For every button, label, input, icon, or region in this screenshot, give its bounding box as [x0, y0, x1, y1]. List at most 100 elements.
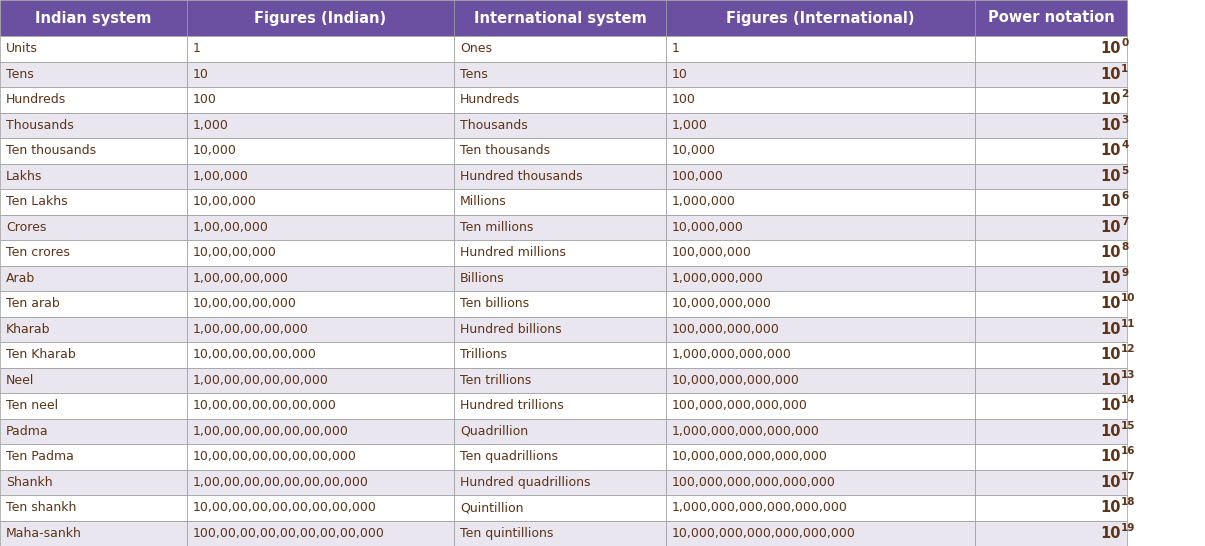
Bar [0, 138, 187, 163]
Bar [454, 87, 666, 112]
Text: 10: 10 [1100, 271, 1121, 286]
Text: 10: 10 [1100, 398, 1121, 413]
Bar [0, 265, 187, 291]
Bar [0, 393, 187, 418]
Bar [454, 215, 666, 240]
Bar [454, 138, 666, 163]
Text: 10: 10 [1100, 526, 1121, 541]
Text: 10,00,000: 10,00,000 [193, 195, 257, 208]
Text: 18: 18 [1121, 497, 1135, 507]
Bar [975, 265, 1127, 291]
Text: Maha-sankh: Maha-sankh [6, 527, 82, 540]
Bar [187, 215, 454, 240]
Text: 8: 8 [1121, 242, 1128, 252]
Bar [454, 520, 666, 546]
Text: 10: 10 [1100, 245, 1121, 260]
Bar [975, 520, 1127, 546]
Bar [0, 342, 187, 367]
Text: International system: International system [474, 10, 646, 26]
Text: Hundred billions: Hundred billions [460, 323, 562, 336]
Bar [975, 444, 1127, 470]
Bar [454, 189, 666, 215]
Text: 10,00,00,00,00,00,00,000: 10,00,00,00,00,00,00,000 [193, 450, 357, 463]
Text: Ten arab: Ten arab [6, 297, 60, 310]
Text: 1,000,000,000,000,000: 1,000,000,000,000,000 [672, 425, 819, 438]
Bar [975, 138, 1127, 163]
Text: 100,000,000,000,000: 100,000,000,000,000 [672, 399, 807, 412]
Text: 10: 10 [1100, 475, 1121, 490]
Bar [666, 163, 975, 189]
Text: 10: 10 [1100, 373, 1121, 388]
Text: 10: 10 [1100, 67, 1121, 82]
Text: 10: 10 [1100, 347, 1121, 362]
Bar [187, 520, 454, 546]
Bar [666, 418, 975, 444]
Text: 11: 11 [1121, 319, 1135, 329]
Bar [666, 444, 975, 470]
Bar [187, 418, 454, 444]
Text: 100: 100 [672, 93, 695, 106]
Text: 9: 9 [1121, 268, 1128, 277]
Bar [187, 265, 454, 291]
Bar [454, 470, 666, 495]
Bar [975, 240, 1127, 265]
Text: 10: 10 [1100, 194, 1121, 209]
Text: Hundreds: Hundreds [460, 93, 521, 106]
Bar [0, 418, 187, 444]
Bar [187, 495, 454, 520]
Bar [666, 138, 975, 163]
Text: 10: 10 [1100, 41, 1121, 56]
Text: 4: 4 [1121, 140, 1128, 150]
Text: Crores: Crores [6, 221, 46, 234]
Bar [0, 36, 187, 62]
Bar [666, 0, 975, 36]
Bar [187, 291, 454, 317]
Bar [0, 112, 187, 138]
Bar [0, 291, 187, 317]
Text: 100: 100 [193, 93, 217, 106]
Text: 10,000,000,000,000,000: 10,000,000,000,000,000 [672, 450, 828, 463]
Text: 1: 1 [1121, 64, 1128, 74]
Bar [454, 62, 666, 87]
Text: 1: 1 [672, 42, 680, 55]
Text: Ten shankh: Ten shankh [6, 501, 76, 514]
Text: Ones: Ones [460, 42, 492, 55]
Text: 10: 10 [1100, 143, 1121, 158]
Text: 19: 19 [1121, 523, 1135, 533]
Text: 6: 6 [1121, 191, 1128, 201]
Text: 10: 10 [193, 68, 208, 81]
Bar [187, 367, 454, 393]
Text: 10,00,00,00,00,00,00,00,000: 10,00,00,00,00,00,00,00,000 [193, 501, 377, 514]
Bar [975, 36, 1127, 62]
Bar [666, 87, 975, 112]
Text: 1,000,000,000,000: 1,000,000,000,000 [672, 348, 792, 361]
Text: 10,000: 10,000 [193, 144, 237, 157]
Text: Hundred quadrillions: Hundred quadrillions [460, 476, 590, 489]
Text: Lakhs: Lakhs [6, 170, 42, 183]
Text: 1,00,00,00,00,00,00,00,000: 1,00,00,00,00,00,00,00,000 [193, 476, 369, 489]
Text: Tens: Tens [6, 68, 34, 81]
Bar [0, 495, 187, 520]
Bar [454, 367, 666, 393]
Bar [454, 0, 666, 36]
Text: 16: 16 [1121, 446, 1135, 456]
Bar [187, 0, 454, 36]
Bar [666, 342, 975, 367]
Text: Power notation: Power notation [988, 10, 1115, 26]
Bar [454, 240, 666, 265]
Text: Millions: Millions [460, 195, 507, 208]
Text: Kharab: Kharab [6, 323, 51, 336]
Text: 1,000,000,000: 1,000,000,000 [672, 272, 764, 285]
Text: 10: 10 [1100, 424, 1121, 439]
Bar [187, 189, 454, 215]
Text: 15: 15 [1121, 420, 1135, 431]
Text: 13: 13 [1121, 370, 1135, 379]
Bar [0, 240, 187, 265]
Text: 10,00,00,00,00,000: 10,00,00,00,00,000 [193, 348, 317, 361]
Bar [975, 112, 1127, 138]
Text: 1,00,00,00,00,00,000: 1,00,00,00,00,00,000 [193, 374, 329, 387]
Bar [187, 87, 454, 112]
Bar [0, 470, 187, 495]
Bar [454, 444, 666, 470]
Bar [187, 138, 454, 163]
